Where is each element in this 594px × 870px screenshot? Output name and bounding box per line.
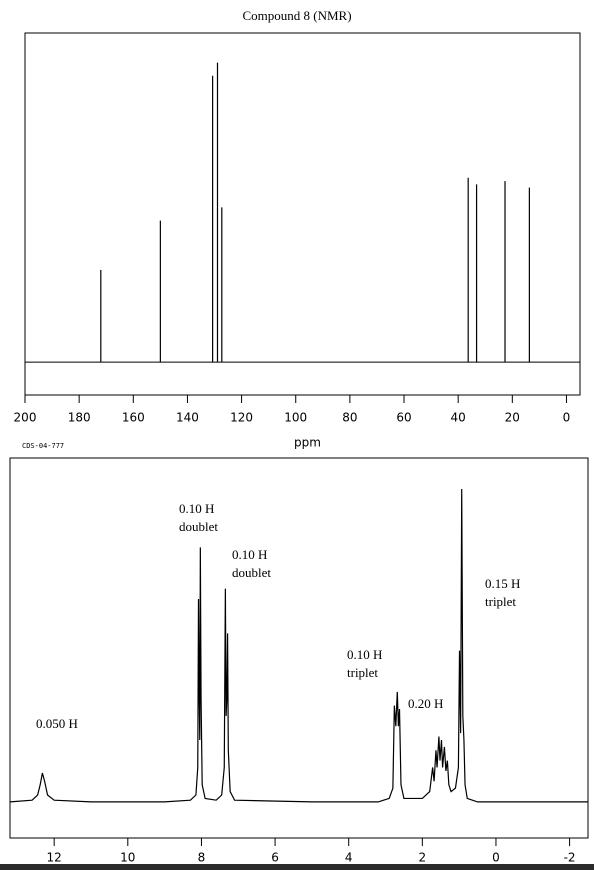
annotation-note: triplet: [485, 594, 516, 609]
annotation-note: doublet: [179, 519, 218, 534]
annotation-note: triplet: [347, 665, 378, 680]
annotation: 0.10 H: [347, 647, 382, 662]
x-tick-label: 140: [176, 411, 199, 425]
x-tick-label: 120: [230, 411, 253, 425]
x-tick-label: 80: [342, 411, 357, 425]
x-tick-label: 100: [284, 411, 307, 425]
annotation: 0.10 H: [232, 547, 267, 562]
spectrum: [9, 488, 588, 803]
x-tick-label: 12: [47, 851, 62, 865]
plot-frame: [9, 457, 589, 839]
chart-title: Compound 8 (NMR): [242, 8, 351, 23]
annotation-note: doublet: [232, 565, 271, 580]
x-axis-label: ppm: [294, 436, 321, 450]
caption: CDS-04-777: [22, 442, 64, 450]
x-tick-label: 2: [419, 851, 427, 865]
annotation: 0.10 H: [179, 501, 214, 516]
annotation: 0.050 H: [36, 716, 78, 731]
x-tick-label: 160: [122, 411, 145, 425]
plot-frame: [24, 32, 581, 396]
x-tick-label: 20: [505, 411, 520, 425]
x-tick-label: 6: [271, 851, 279, 865]
x-tick-label: 4: [345, 851, 353, 865]
x-tick-label: 8: [198, 851, 206, 865]
x-tick-label: 180: [68, 411, 91, 425]
bottom-strip: [0, 864, 594, 870]
x-tick-label: 60: [396, 411, 411, 425]
x-tick-label: -2: [564, 851, 576, 865]
annotation: 0.15 H: [485, 576, 520, 591]
x-tick-label: 40: [451, 411, 466, 425]
x-tick-label: 0: [563, 411, 571, 425]
annotation: 0.20 H: [408, 696, 443, 711]
x-tick-label: 0: [492, 851, 500, 865]
x-tick-label: 200: [14, 411, 37, 425]
x-tick-label: 10: [120, 851, 135, 865]
